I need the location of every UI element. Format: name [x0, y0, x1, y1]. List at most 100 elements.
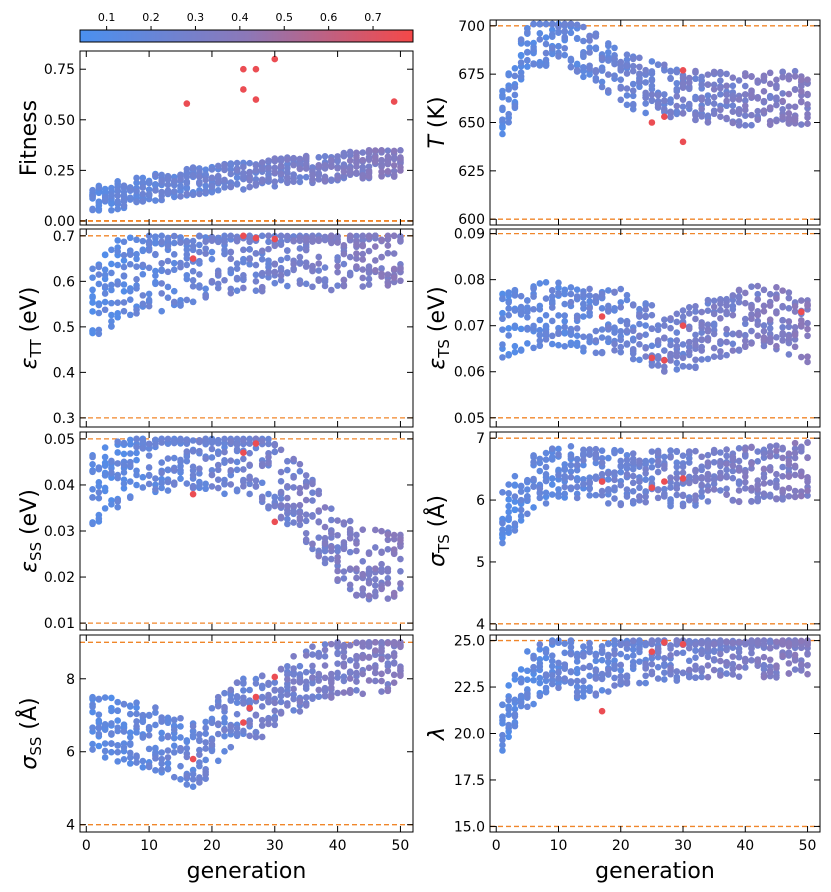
data-point — [679, 354, 687, 362]
data-point — [704, 673, 712, 681]
data-point — [791, 331, 799, 339]
data-point — [114, 281, 121, 288]
data-point — [346, 148, 354, 156]
data-point — [760, 465, 768, 473]
data-point — [334, 674, 341, 681]
data-point — [717, 353, 724, 361]
data-point — [611, 476, 618, 484]
data-point — [277, 241, 285, 248]
data-point — [101, 197, 109, 204]
data-point — [580, 650, 587, 658]
data-point — [710, 458, 718, 466]
data-point — [321, 264, 329, 271]
data-point — [798, 308, 805, 316]
data-point — [346, 232, 354, 240]
data-point — [309, 540, 316, 548]
data-point — [692, 315, 699, 323]
data-point — [661, 363, 668, 371]
data-point — [265, 269, 272, 276]
data-point — [108, 469, 115, 476]
data-point — [196, 257, 203, 265]
data-point — [221, 166, 228, 174]
data-point — [145, 723, 153, 731]
data-point — [648, 302, 656, 309]
data-point — [673, 474, 681, 482]
data-point — [542, 295, 550, 302]
data-point — [741, 299, 749, 307]
y-tick-label: 0.08 — [454, 273, 485, 289]
data-point — [328, 679, 335, 687]
y-tick-label: 17.5 — [454, 773, 485, 789]
data-point — [315, 162, 323, 169]
data-point — [667, 642, 674, 650]
data-point — [598, 487, 606, 495]
data-point — [258, 176, 266, 184]
data-point — [729, 653, 737, 660]
data-point — [271, 673, 279, 681]
data-point — [89, 693, 96, 701]
data-point — [629, 646, 637, 653]
data-point — [517, 482, 525, 490]
data-point — [196, 759, 203, 766]
data-point — [505, 305, 512, 312]
data-point — [567, 284, 575, 291]
data-point — [611, 682, 618, 689]
x-tick-label: 50 — [392, 838, 410, 854]
data-point — [196, 751, 203, 758]
data-point — [548, 638, 556, 646]
data-point — [542, 500, 550, 507]
data-point — [723, 466, 730, 474]
data-point — [271, 279, 279, 287]
data-point — [617, 317, 625, 325]
data-point — [505, 733, 512, 741]
data-point — [592, 455, 600, 462]
data-point — [183, 772, 191, 780]
data-point — [177, 182, 184, 190]
data-point — [617, 304, 625, 311]
data-point — [95, 711, 103, 718]
data-point — [277, 176, 285, 184]
data-point — [636, 658, 643, 665]
data-point — [561, 44, 569, 52]
data-point — [328, 543, 335, 551]
data-point — [611, 72, 618, 80]
data-point — [661, 660, 668, 668]
data-point — [741, 478, 749, 486]
data-point — [617, 285, 625, 293]
data-point — [791, 117, 799, 124]
data-point — [542, 684, 550, 692]
data-point — [754, 332, 762, 340]
data-point — [679, 492, 687, 500]
data-point — [741, 82, 749, 90]
data-point — [214, 162, 222, 170]
data-point — [555, 23, 562, 30]
data-point — [517, 310, 525, 317]
data-point — [629, 450, 637, 457]
data-point — [114, 717, 121, 724]
data-point — [567, 474, 575, 481]
data-point — [265, 273, 272, 281]
data-point — [598, 470, 606, 478]
data-point — [353, 241, 360, 249]
data-point — [754, 486, 762, 493]
data-point — [346, 253, 354, 261]
data-point — [804, 114, 811, 121]
data-point — [717, 449, 724, 456]
data-point — [704, 653, 712, 661]
data-point — [760, 637, 768, 644]
data-point — [101, 306, 109, 314]
data-point — [177, 744, 184, 752]
data-point — [692, 75, 699, 83]
data-point — [517, 692, 525, 700]
data-point — [353, 154, 360, 161]
data-point — [114, 758, 121, 765]
data-point — [139, 757, 147, 765]
data-point — [252, 271, 260, 279]
data-point — [114, 449, 121, 456]
data-point — [258, 722, 266, 729]
data-point — [114, 261, 121, 269]
data-point — [561, 20, 569, 28]
data-point — [773, 117, 780, 125]
data-point — [804, 670, 811, 678]
